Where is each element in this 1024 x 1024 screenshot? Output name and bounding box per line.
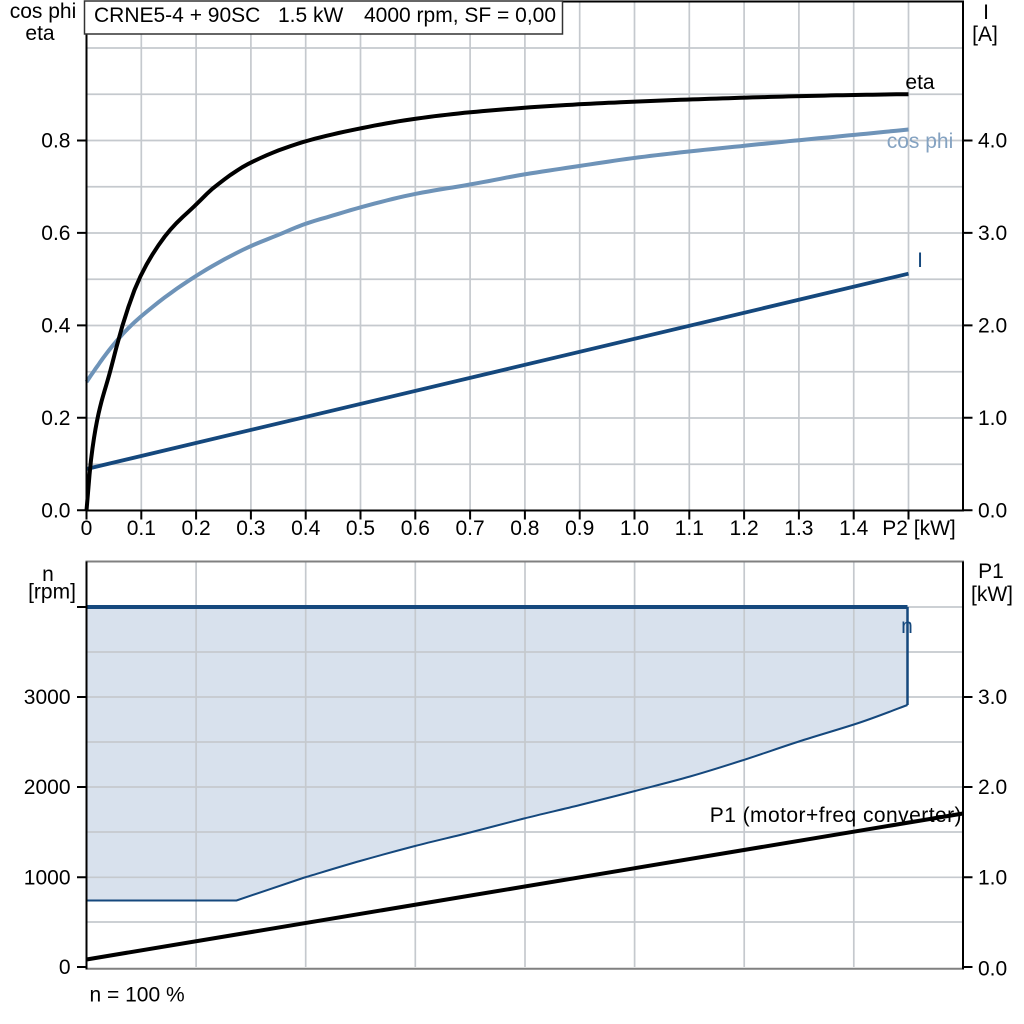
svg-text:4.0: 4.0 — [978, 130, 1007, 153]
svg-text:[kW]: [kW] — [971, 583, 1013, 606]
svg-text:cos phi: cos phi — [10, 0, 77, 23]
svg-text:0.0: 0.0 — [41, 499, 70, 522]
svg-text:2000: 2000 — [24, 776, 71, 799]
svg-text:P2 [kW]: P2 [kW] — [882, 517, 956, 540]
svg-text:3.0: 3.0 — [978, 222, 1007, 245]
svg-text:n: n — [901, 615, 913, 638]
svg-text:eta: eta — [905, 71, 935, 94]
svg-text:1.4: 1.4 — [839, 517, 869, 540]
svg-text:I: I — [917, 249, 923, 272]
svg-text:[A]: [A] — [972, 23, 998, 46]
svg-text:0.6: 0.6 — [41, 222, 70, 245]
svg-text:3.0: 3.0 — [978, 686, 1007, 709]
svg-text:1.2: 1.2 — [729, 517, 758, 540]
svg-text:0: 0 — [59, 956, 71, 979]
svg-text:1.0: 1.0 — [978, 866, 1007, 889]
svg-text:1.0: 1.0 — [978, 407, 1007, 430]
svg-text:0.4: 0.4 — [41, 314, 71, 337]
svg-text:P1: P1 — [978, 560, 1004, 583]
svg-text:0.5: 0.5 — [346, 517, 375, 540]
svg-text:0.1: 0.1 — [127, 517, 156, 540]
svg-text:0.4: 0.4 — [291, 517, 321, 540]
svg-text:n: n — [42, 563, 54, 586]
svg-text:I: I — [983, 1, 989, 24]
svg-text:0.2: 0.2 — [181, 517, 210, 540]
svg-text:eta: eta — [25, 22, 55, 45]
svg-text:1.0: 1.0 — [620, 517, 649, 540]
svg-text:0.0: 0.0 — [978, 958, 1007, 981]
svg-text:2.0: 2.0 — [978, 776, 1007, 799]
svg-text:1.3: 1.3 — [784, 517, 813, 540]
svg-text:1000: 1000 — [24, 866, 71, 889]
svg-text:0.9: 0.9 — [565, 517, 594, 540]
svg-text:1.5 kW: 1.5 kW — [278, 4, 344, 27]
svg-text:3000: 3000 — [24, 686, 71, 709]
svg-text:cos phi: cos phi — [887, 130, 954, 153]
svg-text:0.6: 0.6 — [401, 517, 430, 540]
svg-text:0.8: 0.8 — [41, 130, 70, 153]
svg-text:n = 100 %: n = 100 % — [90, 983, 185, 1006]
svg-text:1.1: 1.1 — [675, 517, 704, 540]
svg-text:0: 0 — [81, 517, 93, 540]
svg-text:[rpm]: [rpm] — [28, 581, 76, 604]
svg-text:0.7: 0.7 — [455, 517, 484, 540]
svg-text:0.0: 0.0 — [978, 499, 1007, 522]
svg-text:0.3: 0.3 — [236, 517, 265, 540]
svg-text:P1 (motor+freq converter): P1 (motor+freq converter) — [710, 804, 962, 827]
svg-text:4000 rpm, SF = 0,00: 4000 rpm, SF = 0,00 — [364, 4, 556, 27]
svg-text:CRNE5-4 + 90SC: CRNE5-4 + 90SC — [94, 4, 260, 27]
svg-text:0.8: 0.8 — [510, 517, 539, 540]
svg-text:2.0: 2.0 — [978, 314, 1007, 337]
svg-text:0.2: 0.2 — [41, 407, 70, 430]
